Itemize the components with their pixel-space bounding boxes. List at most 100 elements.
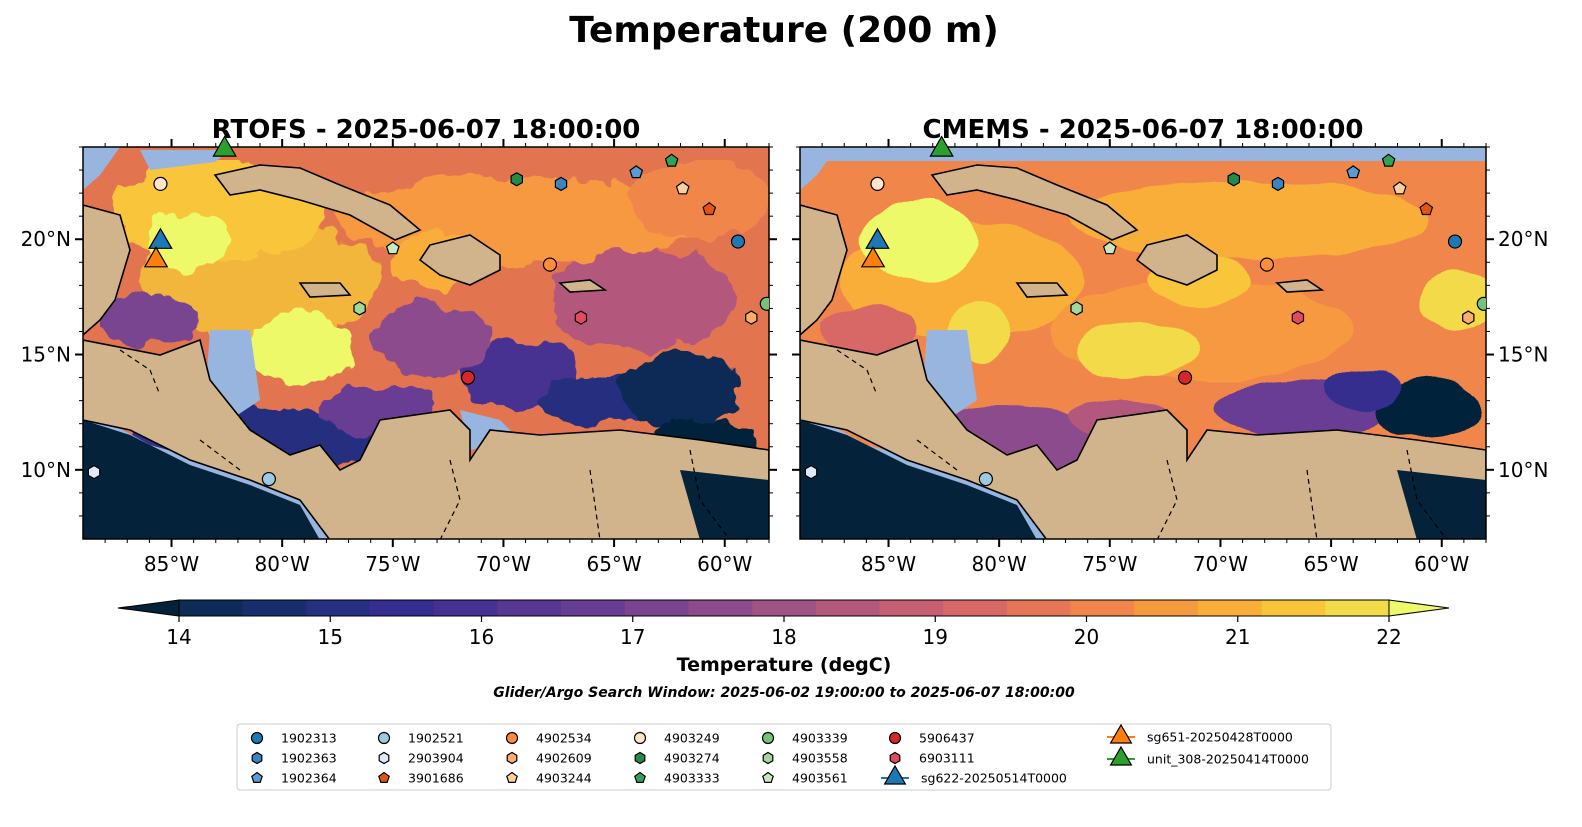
map-panel-rtofs: RTOFS - 2025-06-07 18:00:00 [21,115,777,576]
glider-sg651-20250428T0000 [143,246,169,268]
station-4903339 [759,296,769,311]
legend-label: sg651-20250428T0000 [1147,730,1293,745]
legend-label: 4903558 [792,751,848,766]
y-tick-label: 15°N [21,343,71,367]
legend-marker-4903274 [634,751,646,765]
legend-label: 1902363 [281,751,337,766]
colorbar-segment [1070,600,1135,616]
borders [836,349,1447,539]
land-dark [83,420,769,539]
station-3901686 [1419,202,1434,216]
x-tick-label: 70°W [476,552,531,576]
station-4903333 [1381,153,1396,167]
legend-label: 4902534 [536,731,592,746]
x-tick-label: 60°W [697,552,752,576]
glider-unit_308-20250414T0000 [212,135,237,157]
colorbar-tick-label: 21 [1225,625,1250,649]
legend-label: unit_308-20250414T0000 [1147,752,1309,767]
station-4903339 [1476,296,1486,311]
legend-label: 4903339 [792,731,848,746]
x-tick-label: 85°W [144,552,199,576]
station-4903333 [664,153,679,167]
x-tick-label: 85°W [861,552,916,576]
station-1902313 [1447,234,1463,249]
station-4903244 [675,181,690,195]
colorbar-extend-max [1388,599,1450,617]
colorbar-segment [1325,600,1390,616]
colorbar-segment [433,600,498,616]
legend-marker-4903558 [762,751,774,765]
colorbar-tick-label: 20 [1074,625,1099,649]
station-1902364 [629,165,644,179]
legend-marker-4903561 [762,771,774,783]
legend-label: 5906437 [919,731,975,746]
legend-marker-1902313 [250,731,264,745]
station-6903111 [1291,310,1305,325]
gliders-rtofs [143,135,237,268]
map-panel-cmems: CMEMS - 2025-06-07 18:00:00 [792,115,1548,576]
colorbar-segment [1261,600,1326,616]
x-tick-label: 80°W [255,552,310,576]
legend-marker-4902609 [506,751,518,765]
no-data-band [800,147,1486,161]
x-tick-label: 60°W [1414,552,1469,576]
y-tick-label: 20°N [1498,227,1548,251]
x-tick-label: 80°W [972,552,1027,576]
colorbar-tick-label: 16 [469,625,494,649]
x-tick-label: 65°W [1303,552,1358,576]
colorbar-segment [497,600,562,616]
colorbar-segment [1006,600,1072,616]
colorbar-segment [370,600,435,616]
legend-label: 1902364 [281,771,337,786]
colorbar-segment [1134,600,1199,616]
legend-label: 4903561 [792,771,848,786]
figure-title: Temperature (200 m) [569,10,999,51]
colorbar-tick-label: 14 [166,625,191,649]
station-4902609 [745,310,758,325]
station-4902609 [1462,310,1475,325]
gliders-cmems [860,135,954,268]
station-4903561 [1102,241,1117,255]
colorbar-segment [242,600,307,616]
station-4903249 [153,176,168,191]
colorbar-segment [752,600,817,616]
legend-label: 4903249 [664,731,720,746]
station-4903274 [510,172,523,187]
markers-cmems [804,153,1486,487]
colorbar-segment [815,600,881,616]
legend-label: 1902521 [408,731,464,746]
colorbar-tick-label: 15 [318,625,343,649]
colorbar-segment [879,600,944,616]
colorbar-extend-min [117,599,180,617]
legend-marker-4903339 [761,731,775,745]
legend-label: 4903244 [536,771,592,786]
colorbar-segment [179,600,244,616]
legend-marker-6903111 [889,751,901,765]
station-4903561 [385,241,400,255]
station-3901686 [702,202,717,216]
colorbar-tick-label: 18 [771,625,796,649]
legend-marker-4903333 [634,771,646,783]
station-1902521 [261,471,276,487]
colorbar-segment [1197,600,1263,616]
x-tick-label: 65°W [586,552,641,576]
station-1902313 [730,234,746,249]
station-4903558 [353,301,366,316]
legend-marker-unit_308-20250414T0000 [1109,745,1133,766]
search-window-note: Glider/Argo Search Window: 2025-06-02 19… [493,685,1075,701]
legend: 1902313 1902363 1902364 1902521 2903904 39016… [236,723,1332,791]
map-field-cmems [800,147,1486,539]
station-4902534 [542,257,558,272]
markers-rtofs [87,153,769,487]
borders [119,349,730,539]
colorbar-tick-label: 19 [923,625,948,649]
glider-sg651-20250428T0000 [860,246,886,268]
glider-sg622-20250514T0000 [865,227,890,249]
legend-label: 2903904 [408,751,464,766]
legend-marker-sg651-20250428T0000 [1109,723,1133,744]
panel-title-cmems: CMEMS - 2025-06-07 18:00:00 [923,115,1364,145]
station-6903111 [574,310,588,325]
x-tick-label: 70°W [1193,552,1248,576]
axis-ticks-rtofs: 85°W 80°W 75°W 70°W 65°W 60°W 10°N 15°N 20°N [21,139,777,576]
